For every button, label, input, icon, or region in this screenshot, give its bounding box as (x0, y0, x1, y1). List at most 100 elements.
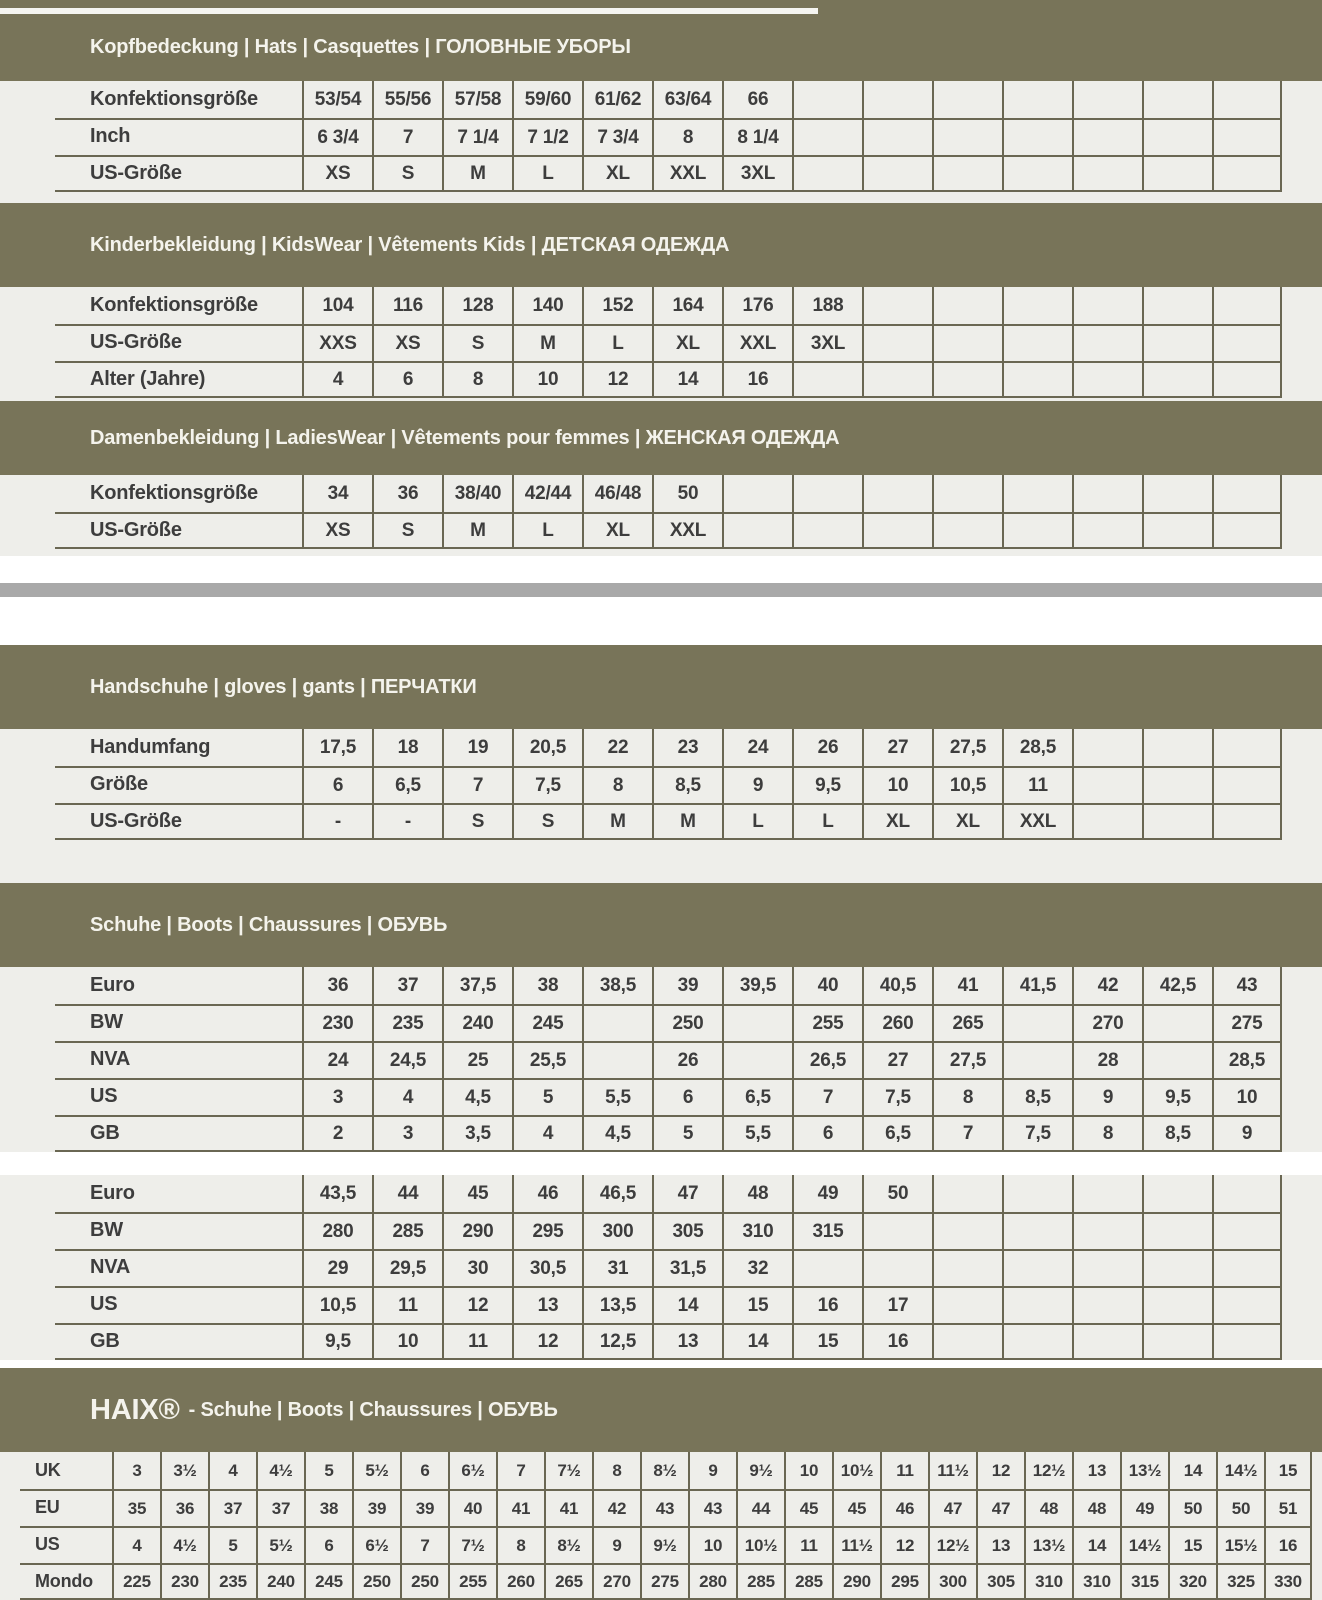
size-cell (1002, 1004, 1072, 1041)
size-cell: 255 (792, 1004, 862, 1041)
size-cell: 7 (496, 1452, 544, 1489)
size-table: UK 3 3½ 4 4½ 5 5½ 6 6½ 7 7½ 8 8½ 9 9½ 10 10½ 11 11½ 12 12½ 13… (0, 1452, 1322, 1600)
gray-divider-bar (0, 583, 1322, 597)
size-cell: 12½ (1024, 1452, 1072, 1489)
size-cell: 11½ (928, 1452, 976, 1489)
size-cell: 27,5 (932, 1041, 1002, 1078)
size-cell: 28 (1072, 1041, 1142, 1078)
size-cell: 24 (302, 1041, 372, 1078)
size-cell: 7,5 (862, 1078, 932, 1115)
gloves-size-table: Handumfang 17,5 18 19 20,5 22 23 24 26 27 27,5 28,5… (0, 729, 1322, 840)
size-cell: 14 (652, 361, 722, 398)
table-gap (0, 840, 1322, 883)
size-cell (862, 1212, 932, 1249)
size-cell: 11 (1002, 766, 1072, 803)
section-header-shoes: Schuhe | Boots | Chaussures | ОБУВЬ (0, 883, 1322, 967)
gloves-shoes-block: Handschuhe | gloves | gants | ПЕРЧАТКИ H… (0, 645, 1322, 1152)
size-cell (1002, 81, 1072, 118)
size-cell: 13 (512, 1286, 582, 1323)
size-cell: 47 (976, 1489, 1024, 1526)
filler-cell (1312, 1489, 1322, 1526)
row-label: Alter (Jahre) (0, 361, 302, 398)
section-header-haix: HAIX® - Schuhe | Boots | Chaussures | ОБ… (0, 1368, 1322, 1452)
size-cell: 260 (862, 1004, 932, 1041)
kids-size-table: Konfektionsgröße 104 116 128 140 152 164 176 188… (0, 287, 1322, 398)
size-cell: 13½ (1120, 1452, 1168, 1489)
size-cell: 7 (792, 1078, 862, 1115)
size-cell (582, 1041, 652, 1078)
size-cell: 51 (1264, 1489, 1312, 1526)
size-cell: 240 (256, 1563, 304, 1600)
size-cell: 8 (442, 361, 512, 398)
size-cell (1212, 1212, 1282, 1249)
size-cell: 12 (582, 361, 652, 398)
size-cell: 6½ (352, 1526, 400, 1563)
size-cell (1072, 512, 1142, 549)
size-cell: 38 (304, 1489, 352, 1526)
size-cell: 275 (1212, 1004, 1282, 1041)
size-cell: 4½ (256, 1452, 304, 1489)
size-cell: 12 (976, 1452, 1024, 1489)
row-label: BW (0, 1212, 302, 1249)
size-cell (1212, 1249, 1282, 1286)
size-cell: 4 (372, 1078, 442, 1115)
size-cell (1142, 155, 1212, 192)
size-cell: 140 (512, 287, 582, 324)
size-cell (1212, 118, 1282, 155)
size-cell: 39,5 (722, 967, 792, 1004)
size-cell: 6 3/4 (302, 118, 372, 155)
size-cell: 8 (652, 118, 722, 155)
size-cell (932, 1249, 1002, 1286)
size-cell: 6 (372, 361, 442, 398)
size-cell: XL (582, 512, 652, 549)
size-cell (1072, 155, 1142, 192)
size-cell (1212, 729, 1282, 766)
size-cell: 7½ (544, 1452, 592, 1489)
size-cell: 29,5 (372, 1249, 442, 1286)
size-cell: 16 (792, 1286, 862, 1323)
size-cell: 5,5 (582, 1078, 652, 1115)
size-cell: 6 (652, 1078, 722, 1115)
size-cell: 15 (792, 1323, 862, 1360)
size-cell: 3 (112, 1452, 160, 1489)
size-cell (932, 512, 1002, 549)
size-cell: 10,5 (302, 1286, 372, 1323)
size-cell: 43 (640, 1489, 688, 1526)
size-cell: 55/56 (372, 81, 442, 118)
size-cell: 4½ (160, 1526, 208, 1563)
size-table: Euro 43,5 44 45 46 46,5 47 48 49 50 BW 280 285 290 295… (0, 1175, 1322, 1360)
row-label: GB (0, 1323, 302, 1360)
size-cell: 46/48 (582, 475, 652, 512)
size-cell: 59/60 (512, 81, 582, 118)
table-row: Mondo 225 230 235 240 245 250 250 255 260 265 270 27… (0, 1563, 1322, 1600)
size-cell (1002, 1041, 1072, 1078)
size-cell (1142, 729, 1212, 766)
size-cell: 12 (442, 1286, 512, 1323)
row-label: GB (0, 1115, 302, 1152)
size-cell: 19 (442, 729, 512, 766)
size-cell: 265 (544, 1563, 592, 1600)
size-cell: 9 (722, 766, 792, 803)
section-header-hats: Kopfbedeckung | Hats | Casquettes | ГОЛО… (0, 14, 1322, 81)
size-cell (932, 287, 1002, 324)
filler-cell (1312, 1526, 1322, 1563)
table-row: NVA 29 29,5 30 30,5 31 31,5 32 (0, 1249, 1322, 1286)
section-header-ladies: Damenbekleidung | LadiesWear | Vêtements… (0, 401, 1322, 475)
size-cell: 15 (722, 1286, 792, 1323)
size-cell (1142, 1041, 1212, 1078)
table-row: Alter (Jahre) 4 6 8 10 12 14 16 (0, 361, 1322, 398)
row-label: Mondo (0, 1563, 112, 1600)
clothing-tables-block: Kopfbedeckung | Hats | Casquettes | ГОЛО… (0, 8, 1322, 556)
white-gap (0, 1360, 1322, 1368)
size-cell: 17,5 (302, 729, 372, 766)
size-cell: M (582, 803, 652, 840)
size-cell: 12 (512, 1323, 582, 1360)
section-title: - Schuhe | Boots | Chaussures | ОБУВЬ (188, 1398, 558, 1421)
section-title: Handschuhe | gloves | gants | ПЕРЧАТКИ (90, 675, 477, 698)
size-cell (792, 361, 862, 398)
white-gap (0, 1152, 1322, 1175)
filler-cell (1282, 1115, 1322, 1152)
size-cell: - (372, 803, 442, 840)
size-cell: 44 (736, 1489, 784, 1526)
size-cell (932, 361, 1002, 398)
